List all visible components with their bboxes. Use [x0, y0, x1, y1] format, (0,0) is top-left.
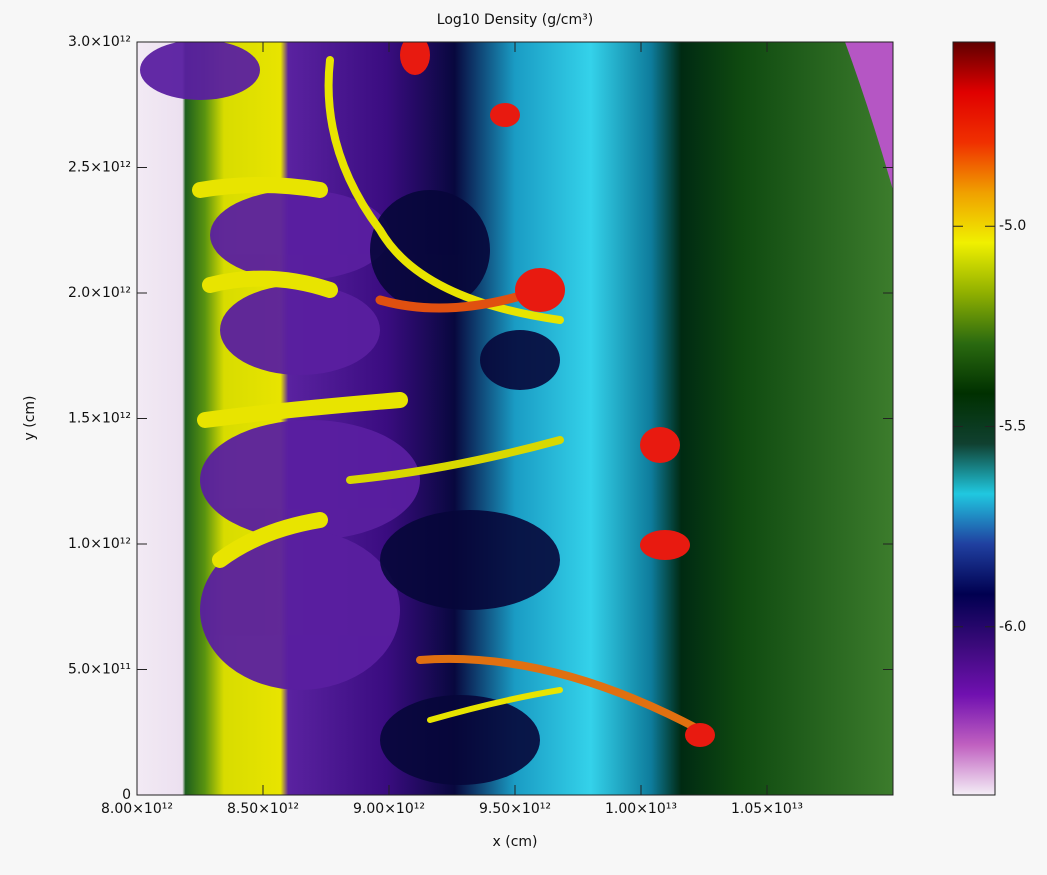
y-axis-label: y (cm)	[22, 396, 38, 441]
x-tick-label: 1.05×10¹³	[731, 801, 803, 817]
x-axis-label: x (cm)	[493, 834, 538, 850]
density-field	[137, 42, 893, 795]
colorbar-tick-label: -5.5	[999, 419, 1026, 435]
y-tick-label: 3.0×10¹²	[68, 34, 131, 50]
y-tick-label: 5.0×10¹¹	[68, 662, 131, 678]
x-tick-label: 1.00×10¹³	[605, 801, 677, 817]
colorbar-frame	[952, 41, 996, 796]
colorbar	[953, 42, 995, 795]
x-tick-label: 9.00×10¹²	[353, 801, 425, 817]
colorbar-tick-label: -6.0	[999, 619, 1026, 635]
x-tick-label: 8.00×10¹²	[101, 801, 173, 817]
y-tick-label: 1.5×10¹²	[68, 411, 131, 427]
x-tick-label: 9.50×10¹²	[479, 801, 551, 817]
chart-title: Log10 Density (g/cm³)	[437, 12, 593, 28]
y-tick-label: 2.5×10¹²	[68, 160, 131, 176]
x-tick-label: 8.50×10¹²	[227, 801, 299, 817]
colorbar-tick-label: -5.0	[999, 218, 1026, 234]
y-tick-label: 1.0×10¹²	[68, 536, 131, 552]
y-tick-label: 0	[122, 787, 131, 803]
y-tick-label: 2.0×10¹²	[68, 285, 131, 301]
